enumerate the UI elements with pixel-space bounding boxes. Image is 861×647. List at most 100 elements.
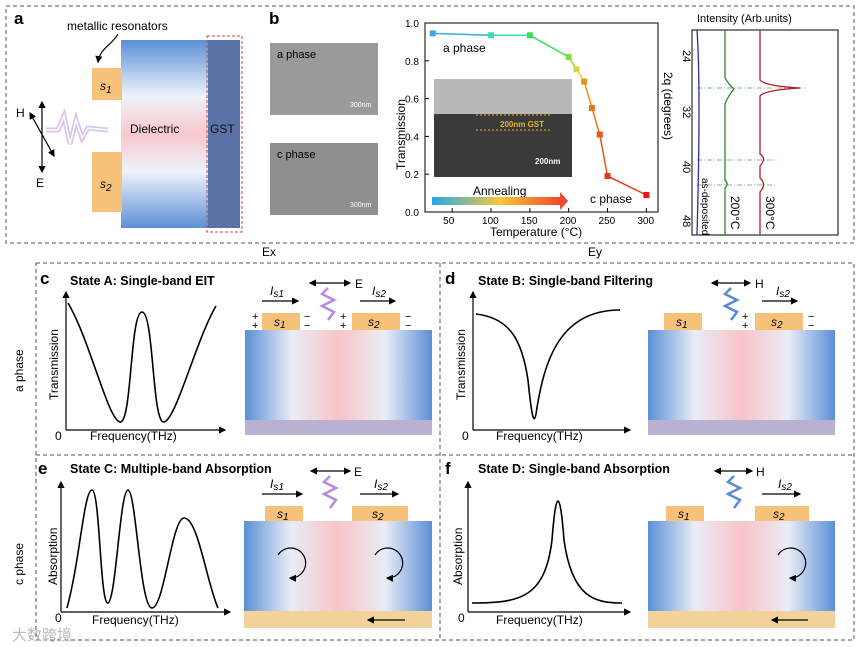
x-tick-label: 200 (560, 216, 577, 227)
panel-a: a metallic resonators Dielectric GST s1 … (14, 9, 243, 233)
panel-title: State C: Multiple-band Absorption (70, 462, 272, 476)
resonators-label: metallic resonators (67, 19, 168, 33)
current-s2-label: Is2 (776, 284, 790, 300)
x-axis-label: Frequency(THz) (92, 613, 179, 627)
wave-core (46, 113, 109, 145)
y-axis-label: Transmission (394, 99, 408, 170)
dielectric-label: Dielectric (130, 122, 179, 136)
origin-label: 0 (55, 429, 62, 443)
y-axis-label: Absorption (451, 528, 465, 585)
panel-label: f (445, 459, 451, 478)
panel-label: a (14, 9, 24, 28)
plot-area (424, 22, 659, 213)
x-axis-label: Frequency(THz) (496, 613, 583, 627)
gst-layer (245, 420, 432, 435)
origin-label: 0 (458, 611, 465, 625)
xrd-curve-200 (724, 30, 735, 235)
current-s1-label: Is1 (270, 477, 284, 493)
s1-label: s1 (676, 315, 688, 331)
tick-label: 24 (680, 50, 692, 62)
watermark: 大数跨境 (12, 626, 72, 644)
svg-text:−: − (405, 311, 411, 323)
dielectric-layer (244, 521, 432, 611)
svg-text:+: + (742, 320, 748, 332)
tick-label: 32 (680, 106, 692, 118)
xrd-plot-area (691, 29, 839, 236)
svg-text:+: + (340, 320, 346, 332)
bottom-frame (35, 262, 855, 641)
inset-sem-top (434, 79, 572, 114)
resonator-s1 (666, 506, 704, 521)
sem-image-c-phase (270, 143, 378, 215)
series-segment (432, 32, 492, 37)
resonator-s1 (265, 506, 303, 521)
panel-label: e (38, 459, 47, 478)
resonator-s1 (262, 313, 300, 330)
data-point (488, 32, 495, 39)
gst-layer (244, 611, 432, 628)
gst-layer (648, 611, 835, 628)
current-loop-icon (277, 547, 307, 582)
scale-bar-label: 300nm (350, 102, 372, 109)
resonator-s1 (92, 68, 122, 100)
svg-text:−: − (808, 311, 814, 323)
s2-label: s2 (368, 315, 380, 331)
x-tick-label: 100 (482, 216, 499, 227)
x-axis-label: Frequency(THz) (90, 429, 177, 443)
svg-text:−: − (304, 320, 310, 332)
s1-label: s1 (678, 507, 690, 523)
x-axis-label: Temperature (°C) (490, 225, 582, 239)
svg-text:+: + (252, 320, 258, 332)
column-label-ex: Ex (262, 245, 276, 259)
filtering-curve (475, 309, 621, 420)
h-field-arrow-icon (29, 111, 55, 158)
current-loop-icon (777, 547, 807, 582)
curve-label-200: 200°C (728, 196, 742, 230)
panel-label: d (445, 269, 455, 288)
e-label: E (36, 176, 44, 190)
resonator-s2 (755, 313, 803, 330)
curve-label-300: 300°C (763, 196, 777, 230)
xrd-title: Intensity (Arb.units) (697, 13, 792, 25)
series-segment (529, 34, 570, 58)
inset-scale-label: 200nm (535, 157, 560, 166)
sem-image-a-phase (270, 43, 378, 115)
resonator-s1 (664, 313, 702, 330)
wave-icon (722, 287, 740, 321)
panel-title: State A: Single-band EIT (70, 274, 215, 288)
sem-a-label: a phase (277, 49, 316, 61)
dielectric-layer (648, 330, 835, 420)
transmission-chart: 200nm GST 200nm Annealing a phase c phas… (394, 19, 659, 239)
series-segment (599, 134, 609, 177)
panel-f: f State D: Single-band Absorption Absorp… (445, 459, 835, 628)
x-tick-label: 150 (521, 216, 538, 227)
origin-label: 0 (462, 429, 469, 443)
row-label-a-phase: a phase (12, 349, 26, 392)
y-tick-label: 0.8 (405, 57, 419, 68)
y-axis-label: Absorption (46, 528, 60, 585)
svg-text:+: + (742, 311, 748, 323)
data-point (581, 78, 588, 85)
absorption-curve (66, 489, 219, 609)
panel-d: d State B: Single-band Filtering Transmi… (445, 269, 835, 443)
a-phase-label: a phase (443, 41, 486, 55)
y-axis-label: Transmission (47, 329, 61, 400)
resonator-s2 (755, 506, 809, 521)
absorption-curve (471, 500, 623, 604)
x-tick-label: 250 (599, 216, 616, 227)
y-tick-label: 1.0 (405, 19, 419, 30)
charge-signs: ++−− ++−− (252, 311, 411, 332)
y-axis-label: Transmission (454, 329, 468, 400)
s2-label: s2 (773, 507, 785, 523)
s1-label: s1 (100, 79, 112, 96)
x-axis-label: Frequency(THz) (496, 429, 583, 443)
svg-text:+: + (340, 311, 346, 323)
data-point (526, 32, 533, 39)
tick-label: 40 (680, 161, 692, 173)
panel-c: c State A: Single-band EIT Transmission … (40, 269, 432, 443)
h-label: H (16, 106, 25, 120)
current-s2-label: Is2 (374, 477, 388, 493)
dielectric-layer (648, 521, 835, 611)
panel-b-sem: b a phase 300nm c phase 300nm (269, 9, 378, 215)
xrd-y-label: 2q (degrees) (661, 72, 675, 140)
